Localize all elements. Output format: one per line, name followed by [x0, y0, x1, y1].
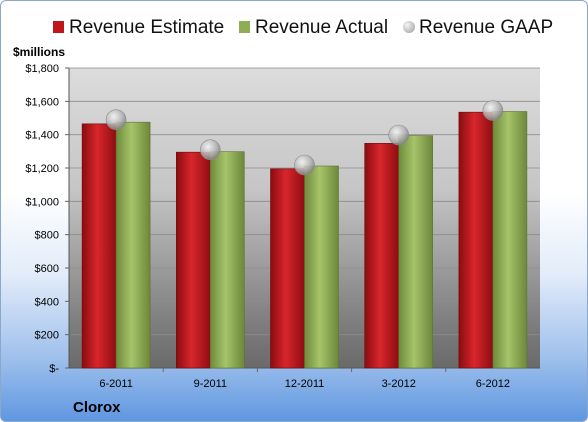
marker-gaap [388, 124, 410, 146]
bar-actual [304, 165, 339, 369]
bar-estimate [364, 143, 400, 369]
legend-swatch-gaap [403, 21, 415, 33]
bar-actual [492, 111, 528, 369]
y-tick-label: $200 [35, 330, 59, 342]
legend-swatch-actual [239, 21, 250, 33]
bar-estimate [176, 151, 211, 369]
y-unit-label: $millions [13, 45, 66, 59]
y-tick-label: $1,800 [25, 63, 59, 75]
y-tick-label: $1,000 [25, 196, 59, 208]
marker-gaap [294, 154, 315, 176]
y-tick-label: $1,200 [25, 163, 59, 175]
legend: Revenue Estimate Revenue Actual Revenue … [1, 15, 587, 41]
x-tick-label: 12-2011 [285, 378, 325, 390]
legend-label-actual: Revenue Actual [255, 17, 389, 38]
bar-actual [115, 121, 151, 369]
y-tick-label: $1,400 [25, 130, 59, 142]
x-tick-label: 6-2012 [476, 378, 510, 390]
y-tick-label: $1,600 [25, 96, 59, 108]
bar-estimate [81, 123, 117, 369]
legend-swatch-estimate [53, 21, 64, 33]
marker-gaap [482, 100, 504, 121]
marker-gaap [105, 109, 127, 130]
x-tick-label: 3-2012 [382, 378, 416, 390]
x-tick-label: 9-2011 [194, 378, 227, 390]
bar-actual [210, 151, 245, 369]
y-tick-label: $600 [35, 263, 59, 275]
y-tick-label: $400 [35, 296, 59, 308]
y-tick-label: $- [49, 363, 59, 375]
x-tick-label: 6-2011 [99, 378, 132, 390]
marker-gaap [200, 139, 221, 160]
company-label: Clorox [73, 399, 121, 416]
legend-label-estimate: Revenue Estimate [69, 17, 225, 38]
bar-actual [398, 135, 434, 369]
legend-label-gaap: Revenue GAAP [419, 17, 554, 38]
bar-estimate [270, 168, 305, 369]
bar-estimate [458, 111, 494, 369]
y-tick-label: $800 [35, 230, 59, 242]
